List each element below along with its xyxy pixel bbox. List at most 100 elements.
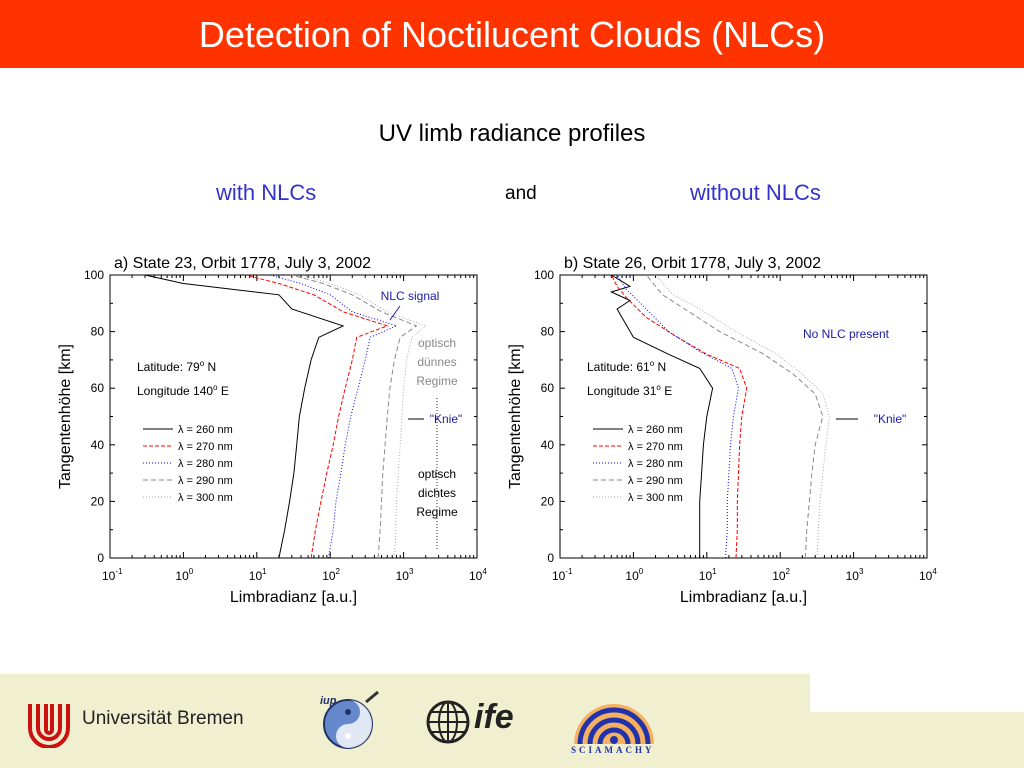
y-axis-label: Tangentenhöhe [km] (507, 344, 524, 489)
info-text: Longitude 140 (137, 384, 213, 398)
x-tick-label: 100 (625, 567, 643, 583)
chart-a: a) State 23, Orbit 1778, July 3, 2002 0 2 0… (57, 255, 487, 606)
x-tick-base: 10 (699, 569, 713, 583)
nlc-signal-annotation: NLC signal (381, 289, 440, 303)
y-tick-label: 80 (541, 325, 555, 339)
iup-logo: iup (320, 690, 379, 749)
info-text: Latitude: 61 (587, 360, 650, 374)
legend-label: λ = 270 nm (628, 441, 683, 453)
x-tick-label: 100 (175, 567, 193, 583)
y-tick-label: 100 (84, 268, 104, 282)
x-tick-label: 104 (919, 567, 937, 583)
x-tick-label: 101 (699, 567, 717, 583)
slide-title: Detection of Noctilucent Clouds (NLCs) (198, 14, 826, 55)
x-tick-label: 101 (249, 567, 267, 583)
y-tick-label: 60 (541, 381, 555, 395)
knee-annotation: "Knie" (430, 412, 463, 426)
series-line-4 (291, 274, 418, 559)
legend-label: λ = 300 nm (628, 492, 683, 504)
y-tick-label: 0 (547, 551, 554, 565)
knee-annotation: "Knie" (874, 412, 907, 426)
series-line-1 (609, 274, 714, 558)
x-tick-base: 10 (249, 569, 263, 583)
y-tick-label: 100 (534, 268, 554, 282)
series-line-4 (645, 274, 824, 559)
chart-title: a) State 23, Orbit 1778, July 3, 2002 (114, 255, 371, 272)
y-tick-label: 0 (97, 551, 104, 565)
footer-band (0, 674, 810, 768)
series-line-5 (300, 274, 427, 559)
thin-regime-label: dünnes (417, 355, 456, 369)
info-line: Latitude: 79o N (137, 359, 216, 374)
series-line-5 (655, 274, 831, 559)
slide-subtitle: UV limb radiance profiles (378, 120, 646, 147)
y-tick-label: 80 (91, 325, 105, 339)
x-tick-base: 10 (469, 569, 483, 583)
info-text: Latitude: 79 (137, 360, 200, 374)
footer-band-right (810, 712, 1024, 768)
info-line: Latitude: 61o N (587, 359, 666, 374)
info-line: Longitude 31o E (587, 383, 672, 398)
legend-label: λ = 300 nm (178, 492, 233, 504)
x-tick-exponent: -1 (565, 567, 573, 576)
x-tick-exponent: 0 (639, 567, 644, 576)
x-tick-base: 10 (919, 569, 933, 583)
x-tick-base: 10 (772, 569, 786, 583)
without-nlc-heading: without NLCs (690, 180, 821, 205)
x-axis-label: Limbradianz [a.u.] (680, 589, 807, 606)
x-tick-base: 10 (322, 569, 336, 583)
dense-regime-label: dichtes (418, 486, 456, 500)
x-tick-exponent: 4 (932, 567, 937, 576)
thin-regime-label: optisch (418, 336, 456, 350)
x-tick-base: 10 (396, 569, 410, 583)
legend-label: λ = 290 nm (178, 475, 233, 487)
nlc-signal-arrow (389, 305, 401, 321)
series-line-3 (616, 274, 740, 559)
iup-logo-text: iup (320, 695, 337, 707)
legend-label: λ = 290 nm (628, 475, 683, 487)
thin-regime-label: Regime (416, 374, 458, 388)
sciamachy-text: SCIAMACHY (571, 745, 655, 755)
y-tick-label: 20 (541, 494, 555, 508)
legend-label: λ = 260 nm (178, 424, 233, 436)
x-tick-exponent: 2 (786, 567, 791, 576)
plot-frame (559, 274, 928, 559)
dense-regime-label: Regime (416, 505, 458, 519)
x-tick-exponent: 2 (336, 567, 341, 576)
chart-b: b) State 26, Orbit 1778, July 3, 2002020… (507, 255, 937, 606)
degree-mark: o (650, 359, 655, 368)
university-name: Universität Bremen (82, 708, 244, 729)
x-tick-label: 102 (322, 567, 340, 583)
series-line-1 (144, 274, 345, 559)
legend-label: λ = 280 nm (628, 458, 683, 470)
ife-logo-text: ife (474, 698, 514, 736)
degree-mark: o (200, 359, 205, 368)
x-tick-label: 103 (396, 567, 414, 583)
title-bar: Detection of Noctilucent Clouds (NLCs) (0, 0, 1024, 68)
sciamachy-logo (574, 704, 654, 745)
info-suffix: E (218, 384, 229, 398)
chart-title: b) State 26, Orbit 1778, July 3, 2002 (564, 255, 821, 272)
x-tick-base: 10 (102, 569, 116, 583)
legend-label: λ = 280 nm (178, 458, 233, 470)
info-suffix: N (204, 360, 216, 374)
x-tick-exponent: 1 (712, 567, 717, 576)
university-bremen-logo (28, 704, 70, 748)
y-tick-label: 60 (91, 381, 105, 395)
x-tick-label: 10-1 (102, 567, 123, 583)
series-line-2 (245, 274, 389, 559)
x-tick-label: 104 (469, 567, 487, 583)
dense-regime-label: optisch (418, 467, 456, 481)
x-tick-label: 102 (772, 567, 790, 583)
info-line: Longitude 140o E (137, 383, 229, 398)
x-tick-base: 10 (846, 569, 860, 583)
info-suffix: E (661, 384, 672, 398)
x-tick-exponent: 4 (482, 567, 487, 576)
series-line-3 (269, 274, 398, 559)
x-tick-exponent: -1 (115, 567, 123, 576)
y-tick-label: 40 (541, 438, 555, 452)
and-label: and (505, 183, 537, 204)
x-tick-exponent: 0 (189, 567, 194, 576)
ife-globe-icon (426, 700, 470, 744)
series-line-2 (610, 274, 748, 559)
